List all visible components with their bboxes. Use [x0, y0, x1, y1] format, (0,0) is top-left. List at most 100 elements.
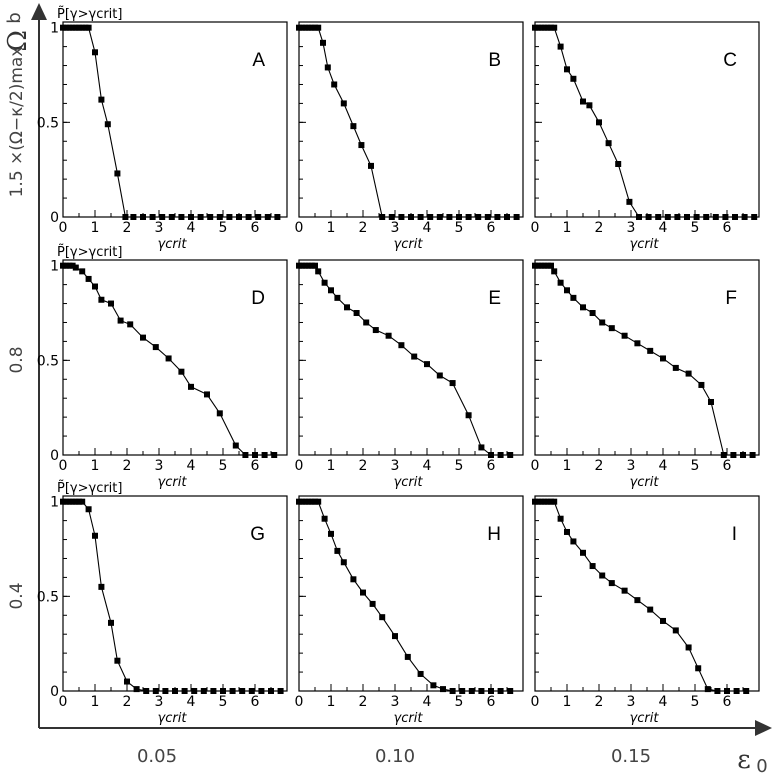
- data-point: [621, 587, 628, 594]
- x-tick-label: 1: [327, 694, 336, 710]
- data-point: [353, 310, 360, 317]
- x-tick-label: 6: [487, 694, 496, 710]
- data-point: [308, 24, 315, 31]
- data-point: [312, 262, 318, 269]
- panel-y-axis-label: P̃[γ>γcrit]: [57, 245, 122, 260]
- data-point: [535, 24, 542, 31]
- data-point: [340, 100, 347, 107]
- data-point: [672, 627, 679, 634]
- data-point: [92, 49, 98, 56]
- data-point: [465, 214, 472, 220]
- x-tick-label: 2: [359, 458, 368, 474]
- data-point: [305, 262, 312, 269]
- outer-x-axis-sub: 0: [756, 756, 767, 777]
- data-point: [299, 262, 306, 269]
- panel-letter: B: [488, 50, 501, 71]
- x-tick-label: 0: [531, 220, 540, 236]
- series-line: [299, 501, 511, 692]
- x-tick-label: 5: [455, 694, 464, 710]
- y-tick-label: 0: [50, 210, 59, 226]
- x-tick-label: 6: [251, 458, 260, 474]
- row-label-1: 0.8: [7, 346, 27, 373]
- x-tick-label: 3: [155, 694, 164, 710]
- data-point: [72, 24, 79, 31]
- x-tick-label: 6: [487, 458, 496, 474]
- data-point: [66, 24, 73, 31]
- data-point: [589, 310, 596, 317]
- x-tick-label: 6: [723, 458, 732, 474]
- data-point: [478, 688, 485, 694]
- outer-x-axis-label: ε: [737, 745, 750, 775]
- panel-H: 0 1 2 3 4 5 6 γcrit H: [295, 495, 524, 726]
- outer-axes: Ω b ε 0 0.05 0.10 0.15 1.5 ×(Ω−κ/2)max 0…: [3, 3, 772, 777]
- data-point: [274, 214, 281, 220]
- data-point: [664, 214, 671, 220]
- x-tick-label: 3: [391, 694, 400, 710]
- x-tick-label: 3: [155, 220, 164, 236]
- x-tick-label: 3: [627, 458, 636, 474]
- x-tick-label: 4: [187, 458, 196, 474]
- panel-I: 0 1 2 3 4 5 6 γcrit I: [531, 495, 760, 726]
- x-tick-label: 1: [563, 694, 572, 710]
- data-point: [388, 214, 395, 220]
- data-point: [544, 498, 551, 505]
- data-point: [130, 214, 137, 220]
- data-point: [258, 688, 265, 694]
- series-line: [63, 501, 281, 692]
- data-point: [242, 452, 249, 458]
- data-point: [117, 317, 124, 324]
- panel-x-axis-label: γcrit: [630, 475, 660, 490]
- x-tick-label: 4: [659, 220, 668, 236]
- data-point: [497, 688, 504, 694]
- data-point: [488, 688, 494, 694]
- data-point: [695, 665, 702, 672]
- x-tick-label: 1: [91, 458, 100, 474]
- data-point: [236, 214, 242, 220]
- data-point: [296, 24, 302, 31]
- data-point: [328, 530, 334, 537]
- data-point: [350, 576, 357, 583]
- data-point: [605, 140, 612, 147]
- data-point: [551, 498, 558, 505]
- data-point: [92, 532, 98, 539]
- data-point: [207, 214, 214, 220]
- outer-x-axis-arrow: [755, 720, 772, 736]
- data-point: [149, 214, 156, 220]
- x-tick-label: 4: [187, 694, 196, 710]
- data-point: [331, 81, 338, 88]
- data-point: [535, 498, 542, 505]
- data-point: [449, 688, 456, 694]
- data-point: [69, 498, 76, 505]
- panel-B: 0 1 2 3 4 5 6 γcrit B: [295, 21, 524, 252]
- x-tick-label: 3: [155, 458, 164, 474]
- x-tick-label: 4: [187, 220, 196, 236]
- data-point: [541, 262, 548, 269]
- y-tick-label: 1: [50, 495, 59, 511]
- data-point: [114, 170, 121, 177]
- data-point: [79, 268, 86, 275]
- data-point: [733, 688, 740, 694]
- x-tick-label: 6: [487, 220, 496, 236]
- data-point: [248, 688, 255, 694]
- x-tick-label: 6: [723, 694, 732, 710]
- panel-x-axis-label: γcrit: [394, 237, 424, 252]
- data-point: [749, 452, 756, 458]
- data-point: [504, 214, 510, 220]
- data-point: [328, 287, 334, 294]
- data-point: [312, 24, 318, 31]
- y-tick-label: 0.5: [37, 115, 59, 131]
- x-tick-label: 1: [91, 694, 100, 710]
- y-tick-label: 0: [50, 448, 59, 464]
- data-point: [724, 688, 730, 694]
- data-point: [722, 214, 729, 220]
- data-point: [239, 688, 246, 694]
- data-point: [698, 381, 705, 388]
- data-point: [308, 262, 315, 269]
- x-tick-label: 1: [327, 458, 336, 474]
- data-point: [255, 214, 262, 220]
- data-point: [703, 214, 710, 220]
- data-point: [124, 678, 130, 685]
- data-point: [63, 498, 70, 505]
- data-point: [693, 214, 700, 220]
